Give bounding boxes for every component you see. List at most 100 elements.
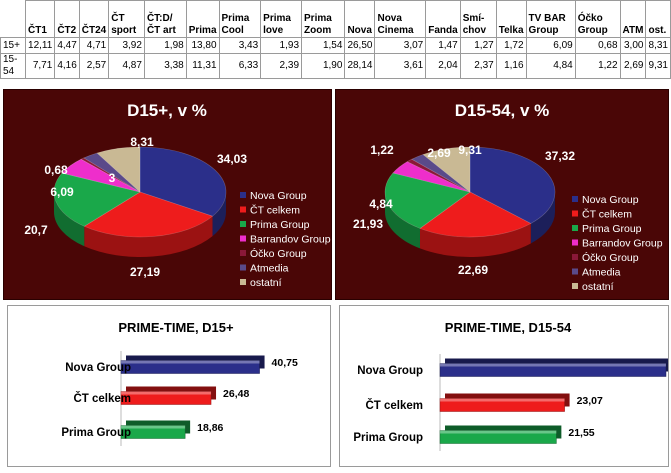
table-cell: 2,04 — [425, 53, 461, 79]
legend-label: ČT celkem — [250, 204, 300, 217]
pie-data-label: 6,09 — [50, 185, 74, 199]
pie-data-label: 2,69 — [427, 146, 451, 160]
legend-swatch — [572, 210, 578, 217]
column-header: Óčko Group — [574, 0, 621, 38]
table-cell: 1,72 — [495, 37, 527, 54]
bar-value-label: 26,48 — [223, 388, 249, 400]
pie-slice — [83, 152, 141, 193]
pie-slice — [139, 146, 227, 217]
table-cell: 9,31 — [645, 53, 671, 79]
category-label: Prima Group — [353, 432, 423, 444]
table-cell: 3,61 — [374, 53, 427, 79]
table-cell: 11,31 — [185, 53, 220, 79]
column-header: ČT:D/ ČT art — [143, 0, 187, 38]
table-cell: 12,11 — [25, 37, 56, 54]
chart-title: PRIME-TIME, D15+ — [118, 320, 234, 335]
bar-value-label: 21,55 — [568, 427, 594, 439]
table-cell: 8,31 — [645, 37, 671, 54]
bar — [439, 430, 557, 444]
legend-swatch — [572, 196, 578, 202]
column-header: Nova Cinema — [374, 0, 427, 38]
pie-slice — [96, 146, 141, 193]
legend-label: Atmedia — [250, 263, 289, 275]
legend-swatch — [240, 250, 246, 256]
legend-label: Nova Group — [250, 190, 307, 202]
column-header: ost. — [645, 0, 671, 38]
pie-slice-side — [385, 192, 420, 249]
column-header: ČT2 — [54, 0, 80, 38]
bar — [120, 360, 260, 374]
legend-swatch — [572, 283, 578, 289]
pie-slice — [469, 146, 556, 224]
pie-slice — [83, 191, 214, 238]
table-cell: 2,39 — [260, 53, 303, 79]
table-cell: 2,69 — [619, 53, 647, 79]
legend-swatch — [572, 225, 578, 231]
legend-label: Prima Group — [250, 219, 310, 231]
pie-slice — [53, 172, 141, 227]
bar-highlight — [440, 363, 666, 367]
legend-swatch — [572, 254, 578, 260]
pie-slice-side — [212, 192, 226, 237]
table-cell: 6,09 — [525, 37, 576, 54]
pie-chart-d15plus-panel: D15+, v % 34,03 27,19 20,7 6,09 0,68 3 8,31 Nova… — [3, 89, 332, 300]
bar-highlight — [440, 398, 565, 402]
category-label: ČT celkem — [365, 399, 423, 412]
pie-slice — [392, 161, 471, 193]
pie-slice — [384, 172, 471, 229]
bar-chart-primetime-d15plus: PRIME-TIME, D15+ Nova Group 40,75 ČT celkem… — [61, 320, 298, 446]
bar-value-label: 18,86 — [197, 422, 223, 434]
table-cell: 3,92 — [108, 37, 145, 54]
pie-data-label: 27,19 — [130, 265, 160, 279]
category-label: Prima Group — [61, 427, 131, 439]
table-header-row: ČT1 ČT2 ČT24 ČT sport ČT:D/ ČT art Prima Prima… — [0, 0, 671, 38]
pie-slice — [80, 157, 141, 193]
chart-title: D15-54, v % — [455, 101, 550, 120]
column-header: Nova — [344, 0, 376, 38]
pie-slice-side — [84, 216, 213, 257]
pie-data-label: 20,7 — [24, 223, 48, 237]
table-row: 15+ 12,11 4,47 4,71 3,92 1,98 13,80 3,43 1,93 1,… — [0, 37, 671, 54]
table-cell: 0,68 — [574, 37, 621, 54]
legend-label: Óčko Group — [582, 251, 639, 264]
category-label: Nova Group — [357, 365, 423, 377]
legend-label: Barrandov Group — [250, 234, 331, 246]
legend-swatch — [572, 268, 578, 275]
bar-value-label: 23,07 — [577, 395, 603, 407]
bar-highlight — [121, 391, 212, 395]
table-cell: 4,47 — [54, 37, 80, 54]
legend-swatch — [572, 239, 578, 246]
pie-slice — [411, 154, 471, 193]
table-corner-cell — [0, 0, 27, 38]
chart-title: PRIME-TIME, D15-54 — [445, 320, 572, 335]
legend-swatch — [240, 192, 246, 198]
table-cell: 28,14 — [344, 53, 376, 79]
pie-slice — [61, 158, 141, 193]
legend-label: ostatní — [582, 281, 614, 293]
bar-highlight — [121, 360, 260, 364]
legend-swatch — [240, 264, 246, 271]
legend-label: Nova Group — [582, 194, 639, 206]
table-cell: 2,57 — [78, 53, 110, 79]
bar-highlight — [440, 430, 557, 434]
table-cell: 6,33 — [218, 53, 262, 79]
column-header: Prima — [185, 0, 220, 38]
pie-slice — [419, 191, 532, 238]
column-header: Prima Zoom — [301, 0, 346, 38]
table-cell: 4,16 — [54, 53, 80, 79]
table-cell: 3,43 — [218, 37, 262, 54]
legend-swatch — [240, 235, 246, 242]
table-cell: 3,07 — [374, 37, 427, 54]
pie-data-label: 3 — [109, 171, 116, 185]
legend-swatch — [240, 206, 246, 213]
table-cell: 1,47 — [425, 37, 461, 54]
legend-label: ČT celkem — [582, 208, 632, 221]
legend-label: ostatní — [250, 277, 282, 289]
column-header: Prima Cool — [218, 0, 262, 38]
bar-chart-primetime-d15plus-panel: PRIME-TIME, D15+ Nova Group 40,75 ČT celkem… — [7, 305, 331, 467]
legend-swatch — [240, 279, 246, 285]
pie-chart-d15plus: D15+, v % 34,03 27,19 20,7 6,09 0,68 3 8,31 Nova… — [24, 101, 331, 289]
row-label: 15-54 — [0, 53, 27, 79]
